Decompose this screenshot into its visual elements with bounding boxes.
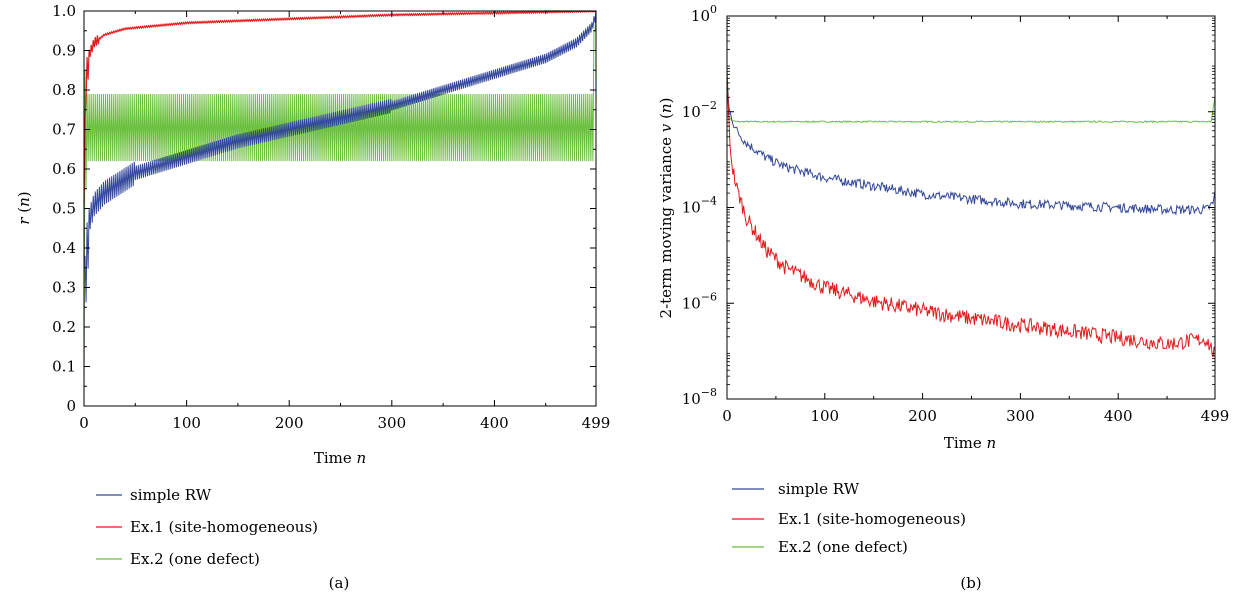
x-tick-label: 300 (377, 414, 406, 432)
x-tick-label: 0 (79, 414, 89, 432)
legend-label: Ex.1 (site-homogeneous) (130, 518, 318, 536)
y-tick-label: 0.7 (52, 121, 76, 139)
panel-b-xlabel: Time n (944, 434, 996, 452)
x-tick-label: 499 (1201, 407, 1230, 425)
panel-a-xlabel: Time n (314, 449, 366, 467)
panel-b-label: (b) (960, 574, 981, 592)
panel-b-y-axis: 10−8 10−6 10−4 10−2 100 (682, 3, 1215, 408)
x-tick-label: 400 (1104, 407, 1133, 425)
x-tick-label: 300 (1006, 407, 1035, 425)
series-simple-rw-line (726, 78, 1216, 216)
panel-b: 10−8 10−6 10−4 10−2 100 0 100 200 300 400 499 Tim… (657, 3, 1229, 592)
y-tick-label: 10−4 (682, 195, 717, 217)
x-tick-label: 200 (908, 407, 937, 425)
y-tick-label: 0.6 (52, 160, 76, 178)
panel-a-legend: simple RW Ex.1 (site-homogeneous) Ex.2 (on… (96, 486, 318, 568)
panel-a-ylabel: r (n) (15, 191, 33, 224)
y-tick-label: 0.1 (52, 358, 76, 376)
y-tick-label: 0.3 (52, 279, 76, 297)
panel-a-label: (a) (329, 574, 350, 592)
panel-a-x-axis: 0 100 200 300 400 499 (79, 11, 610, 432)
x-tick-label: 0 (722, 407, 732, 425)
y-tick-label: 0.2 (52, 318, 76, 336)
y-tick-label: 0 (66, 397, 76, 415)
legend-label: Ex.1 (site-homogeneous) (778, 510, 966, 528)
legend-label: Ex.2 (one defect) (778, 538, 908, 556)
panel-b-x-axis: 0 100 200 300 400 499 (722, 16, 1229, 425)
panel-b-ylabel: 2-term moving variance v (n) (657, 98, 675, 319)
x-tick-label: 200 (275, 414, 304, 432)
x-tick-label: 100 (810, 407, 839, 425)
y-tick-label: 0.5 (52, 200, 76, 218)
panel-b-frame (726, 15, 1216, 400)
panel-b-legend: simple RW Ex.1 (site-homogeneous) Ex.2 (on… (732, 480, 966, 556)
y-tick-label: 0.9 (52, 42, 76, 60)
panel-a-y-axis: 0 0.1 0.2 0.3 0.4 0.5 0.6 0.7 0.8 0.9 1.0 (52, 2, 596, 415)
y-tick-label: 0.8 (52, 81, 76, 99)
x-tick-label: 400 (480, 414, 509, 432)
x-tick-label: 499 (582, 414, 611, 432)
panel-a-series (83, 9, 597, 407)
y-tick-label: 100 (691, 3, 717, 25)
series-ex2-line (83, 10, 597, 407)
panel-a: 0 0.1 0.2 0.3 0.4 0.5 0.6 0.7 0.8 0.9 1.0 0 100 200 3… (15, 2, 610, 592)
legend-label: Ex.2 (one defect) (130, 550, 260, 568)
y-tick-label: 1.0 (52, 2, 76, 20)
series-ex1-line (726, 74, 1216, 358)
series-simple-rw-line (84, 10, 597, 303)
y-tick-label: 10−8 (682, 386, 717, 408)
y-tick-label: 10−6 (682, 290, 717, 312)
series-ex2-line (726, 68, 1216, 124)
x-tick-label: 100 (172, 414, 201, 432)
y-tick-label: 10−2 (682, 99, 717, 121)
legend-label: simple RW (130, 486, 212, 504)
series-ex1-line (83, 9, 597, 205)
y-tick-label: 0.4 (52, 239, 76, 257)
legend-label: simple RW (778, 480, 860, 498)
panel-b-series (726, 68, 1216, 358)
